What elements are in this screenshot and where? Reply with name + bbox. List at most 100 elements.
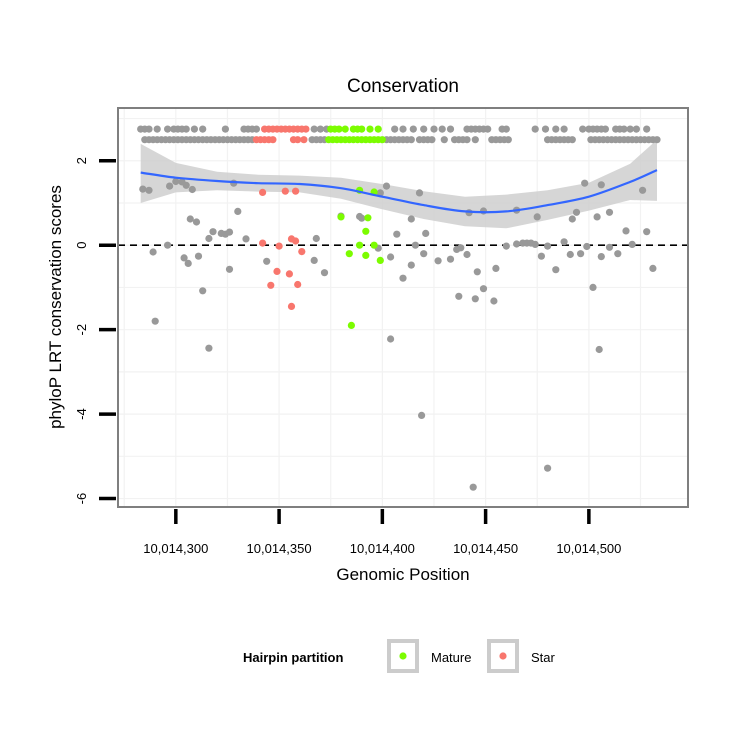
- series-other: [137, 125, 661, 491]
- point-other: [469, 483, 477, 491]
- point-mature: [370, 241, 378, 249]
- point-star: [285, 270, 293, 278]
- point-other: [455, 292, 463, 300]
- point-other: [560, 238, 568, 246]
- point-other: [387, 335, 395, 343]
- smooth-line: [140, 169, 658, 214]
- y-axis: 2 0 -2 -4 -6: [74, 157, 116, 504]
- point-other: [151, 317, 159, 325]
- point-other: [490, 297, 498, 305]
- point-other: [605, 243, 614, 251]
- point-star: [287, 302, 296, 310]
- point-other: [438, 125, 446, 133]
- point-other: [149, 248, 157, 256]
- point-other: [422, 229, 430, 237]
- point-star: [302, 125, 310, 133]
- point-other: [622, 227, 630, 235]
- point-other: [601, 125, 610, 133]
- point-other: [194, 252, 203, 260]
- point-mature: [362, 251, 370, 259]
- point-other: [242, 235, 250, 243]
- point-other: [589, 283, 597, 291]
- x-tick-label: 10,014,400: [350, 541, 415, 556]
- smooth-curve: [140, 169, 658, 214]
- point-other: [407, 136, 415, 144]
- point-other: [430, 125, 438, 133]
- point-other: [593, 213, 601, 221]
- point-other: [316, 125, 324, 133]
- chart-title: Conservation: [347, 76, 459, 97]
- point-other: [393, 230, 401, 238]
- point-other: [415, 189, 424, 197]
- point-other: [145, 186, 153, 194]
- point-other: [626, 125, 634, 133]
- point-mature: [347, 321, 355, 329]
- series-mature: [325, 125, 386, 329]
- x-tick-label: 10,014,450: [453, 541, 518, 556]
- point-other: [182, 125, 190, 133]
- point-other: [453, 245, 461, 253]
- point-other: [166, 182, 174, 190]
- point-other: [434, 257, 442, 265]
- point-other: [513, 240, 521, 248]
- point-other: [164, 241, 172, 249]
- y-tick-label: 2: [74, 157, 89, 164]
- point-other: [225, 265, 234, 273]
- point-other: [164, 125, 172, 133]
- legend-key-dot: [399, 652, 407, 660]
- legend-key-dot: [499, 652, 507, 660]
- point-other: [552, 266, 560, 274]
- point-star: [259, 188, 267, 196]
- point-other: [192, 218, 201, 226]
- point-other: [234, 207, 242, 215]
- point-other: [531, 240, 539, 248]
- legend-key: [487, 639, 519, 673]
- point-other: [387, 253, 395, 261]
- point-other: [471, 295, 479, 303]
- point-other: [199, 287, 207, 295]
- point-other: [411, 241, 419, 249]
- point-other: [376, 189, 384, 197]
- confidence-ribbon: [140, 139, 657, 229]
- point-mature: [364, 214, 372, 222]
- point-other: [188, 185, 196, 194]
- point-other: [382, 182, 391, 190]
- point-star: [294, 136, 302, 144]
- point-other: [463, 250, 471, 259]
- point-other: [643, 125, 651, 133]
- x-axis: 10,014,300 10,014,350 10,014,400 10,014,450…: [143, 509, 621, 556]
- point-star: [292, 237, 300, 245]
- point-other: [583, 242, 591, 251]
- point-other: [312, 234, 320, 243]
- point-mature: [376, 256, 384, 264]
- legend-entry-star: Star: [487, 639, 556, 673]
- point-mature: [358, 125, 366, 133]
- point-other: [544, 464, 552, 472]
- point-other: [186, 215, 194, 223]
- x-tick-label: 10,014,300: [143, 541, 208, 556]
- point-other: [225, 228, 234, 236]
- x-tick-label: 10,014,500: [556, 541, 621, 556]
- y-tick-label: 0: [74, 242, 89, 249]
- confidence-band: [140, 139, 657, 229]
- x-tick-label: 10,014,350: [247, 541, 312, 556]
- point-other: [639, 186, 647, 194]
- y-tick-label: -4: [74, 408, 89, 420]
- point-other: [446, 255, 455, 263]
- point-mature: [335, 125, 343, 133]
- legend: Hairpin partition Mature Star: [243, 639, 556, 673]
- point-other: [391, 125, 399, 133]
- point-other: [205, 344, 213, 352]
- data-points: [137, 125, 661, 491]
- y-axis-label: phyloP LRT conservation scores: [46, 185, 65, 429]
- legend-entry-mature: Mature: [387, 639, 471, 673]
- point-other: [172, 177, 180, 186]
- point-star: [294, 280, 302, 289]
- point-mature: [345, 250, 353, 258]
- point-other: [484, 125, 492, 133]
- point-other: [653, 136, 661, 144]
- point-other: [409, 125, 417, 133]
- y-tick-label: -6: [74, 493, 89, 505]
- point-other: [420, 125, 428, 133]
- point-other: [407, 215, 415, 223]
